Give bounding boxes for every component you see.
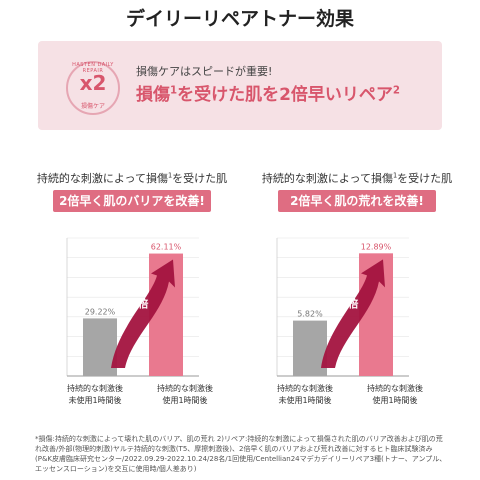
chart-1-caption: 持続的な刺激によって損傷1を受けた肌 — [36, 171, 228, 185]
banner-headline: 損傷1を受けた肌を2倍早いリペア2 — [136, 85, 401, 105]
chart-1-title: 2倍早く肌のバリアを改善! — [53, 190, 211, 212]
chart-2-caption: 持続的な刺激によって損傷1を受けた肌 — [261, 171, 453, 185]
data-label-1: 5.82% — [297, 310, 323, 319]
multiplier-label: x 2倍 — [332, 297, 359, 310]
page-title: デイリーリペアトナー効果 — [125, 8, 354, 30]
data-label-2: 12.89% — [361, 242, 392, 251]
chart-1-category-2: 持続的な刺激後 使用1時間後 — [157, 384, 213, 405]
growth-arrow — [111, 259, 175, 368]
chart-1-category-1: 持続的な刺激後 未使用1時間後 — [67, 384, 123, 405]
data-label-2: 62.11% — [151, 243, 182, 252]
banner-subtitle: 損傷ケアはスピードが重要! — [136, 65, 273, 78]
badge-caption: 損傷ケア — [80, 103, 105, 110]
chart-2-title: 2倍早く肌の荒れを改善! — [278, 190, 436, 212]
data-label-1: 29.22% — [85, 307, 116, 316]
chart-2-category-2: 持続的な刺激後 使用1時間後 — [367, 384, 423, 405]
badge-arc-text: HASTEN DAILY REPAIR — [72, 62, 114, 74]
footnote: *損傷:持続的な刺激によって壊れた肌のバリア、肌の荒れ 2)リペア:持続的な刺激… — [35, 435, 447, 473]
multiplier-label: x 2倍 — [122, 298, 149, 311]
chart-2-category-1: 持続的な刺激後 未使用1時間後 — [277, 384, 333, 405]
badge-multiplier: x2 — [79, 71, 107, 95]
x2-badge: HASTEN DAILY REPAIR x2 損傷ケア — [66, 61, 120, 115]
chart-2-plot: 5.82% 12.89% x 2倍 — [276, 237, 409, 377]
chart-1-plot: 29.22% 62.11% x 2倍 — [66, 237, 199, 377]
growth-arrow — [321, 259, 385, 368]
